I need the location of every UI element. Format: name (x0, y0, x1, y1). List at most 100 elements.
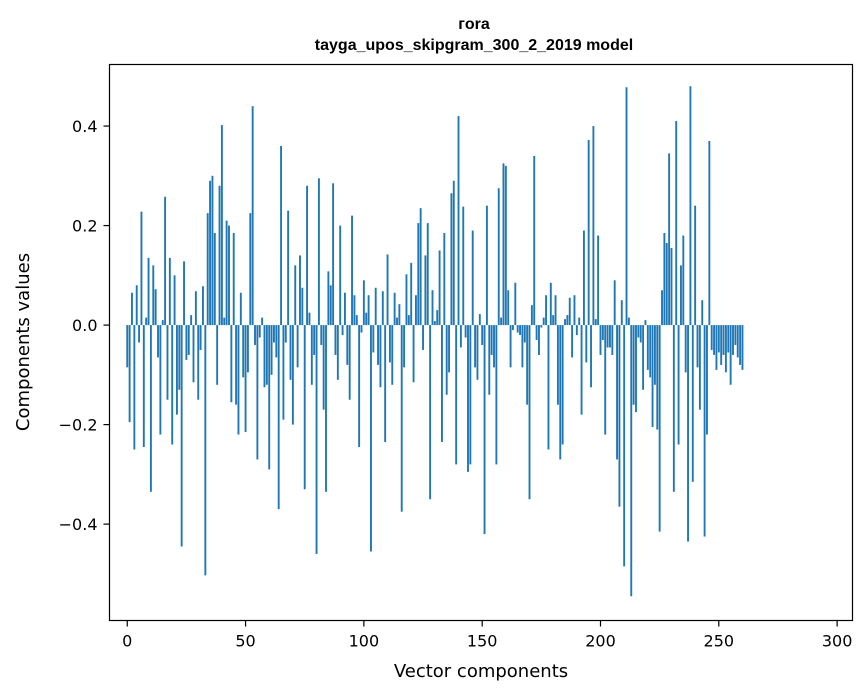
bar (512, 325, 514, 331)
plot-frame (108, 63, 854, 622)
bar (166, 325, 169, 400)
bar (441, 325, 443, 443)
bar (431, 290, 434, 326)
y-axis-ticks: −0.4 −0.2 0.0 0.2 0.4 (59, 117, 110, 534)
x-tick-label: 0 (122, 632, 132, 651)
bar (157, 325, 159, 358)
bar (516, 325, 519, 333)
bar (313, 325, 316, 355)
bar (530, 305, 533, 326)
bar (246, 325, 249, 373)
bar (343, 292, 346, 326)
bar (739, 325, 742, 365)
bar (618, 325, 621, 507)
bar (353, 295, 356, 326)
bar (561, 325, 564, 445)
bar (228, 225, 230, 326)
x-axis-label: Vector components (394, 661, 568, 682)
bar (462, 206, 465, 326)
bar (183, 261, 185, 326)
bar (317, 178, 320, 326)
bar (519, 325, 521, 336)
bar (495, 325, 498, 465)
bar (568, 297, 571, 326)
y-tick-label: 0.4 (72, 117, 97, 136)
bar (559, 325, 562, 460)
bar (393, 292, 396, 326)
bar (429, 325, 432, 500)
bar (689, 86, 692, 326)
bar (237, 325, 240, 435)
bar (242, 325, 245, 378)
bar (450, 193, 453, 326)
bar (658, 325, 661, 532)
bar (303, 325, 306, 490)
bar (381, 291, 384, 326)
bar (616, 325, 618, 460)
bar (594, 319, 597, 326)
bar (526, 325, 529, 405)
bar (710, 325, 713, 350)
bar (225, 220, 228, 326)
bar (727, 325, 730, 353)
bar (675, 121, 678, 326)
bar (651, 325, 654, 428)
y-tick-label: −0.4 (59, 515, 98, 534)
bar (133, 325, 136, 450)
bar (135, 285, 138, 326)
bar (192, 325, 195, 383)
bar (732, 325, 734, 355)
bar (400, 325, 403, 512)
bar (665, 242, 668, 326)
bar (325, 325, 327, 492)
bar (680, 265, 682, 326)
chart-title: гora (458, 16, 490, 33)
bar (374, 287, 377, 326)
bar (244, 325, 247, 433)
bar (564, 319, 566, 326)
bar (194, 291, 197, 326)
bar (306, 185, 309, 326)
bar (696, 325, 699, 368)
bar (322, 325, 325, 410)
bar (478, 314, 481, 326)
bar (490, 325, 493, 355)
bar (488, 325, 491, 395)
bar (436, 310, 439, 326)
bar (315, 325, 318, 554)
bar-series (126, 86, 744, 597)
bar (528, 325, 531, 500)
bar (604, 325, 607, 435)
bar (334, 325, 337, 355)
bar (538, 325, 540, 355)
bar (691, 325, 694, 482)
bar (372, 325, 375, 353)
bar (533, 155, 536, 326)
bar (199, 325, 202, 350)
bar (254, 325, 256, 345)
bar (327, 271, 330, 326)
bar (149, 325, 152, 492)
bar (202, 286, 204, 326)
bar (556, 325, 559, 405)
bar (646, 325, 649, 370)
bar (587, 139, 590, 326)
bar (682, 235, 685, 326)
bar (663, 233, 666, 326)
bar (204, 325, 207, 576)
bar (161, 320, 164, 326)
bar (741, 325, 744, 370)
bar (717, 325, 720, 353)
bar (736, 325, 739, 358)
bar (332, 183, 335, 326)
bar (549, 282, 552, 326)
y-axis-label: Components values (13, 253, 34, 431)
bar (419, 208, 422, 326)
bar (668, 153, 671, 326)
bar (706, 325, 708, 435)
bar (346, 325, 349, 365)
bar (459, 325, 462, 348)
bar (715, 325, 718, 370)
bar (379, 325, 382, 388)
y-tick-label: 0.0 (72, 316, 97, 335)
